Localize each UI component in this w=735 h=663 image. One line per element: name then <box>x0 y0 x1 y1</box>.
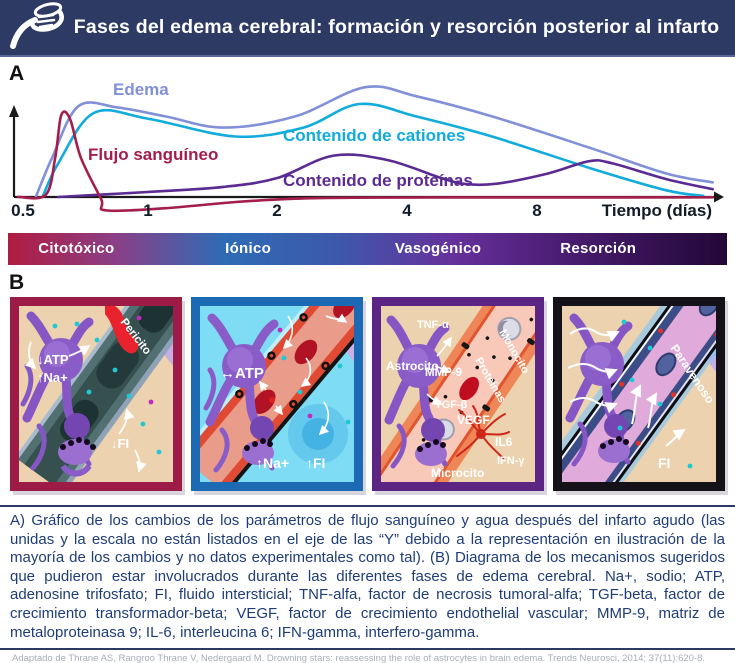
label-mmp9: MMP-9 <box>425 367 462 379</box>
curve-contenido-de-prote-nas <box>56 153 714 199</box>
ion-dots <box>617 319 693 469</box>
phase-gradient-bar: Citotóxico Iónico Vasogénico Resorción <box>8 233 727 265</box>
citotoxico-illustration: ↓ATP ↑Na+ ↓FI Pericito <box>19 306 173 482</box>
ionico-illustration: ↔ATP ↑Na+ ↑FI <box>200 306 354 482</box>
curve-flujo-sangu-neo <box>16 110 714 213</box>
swelling-glow-core <box>302 418 334 450</box>
astrocyte-soma-highlight <box>402 347 428 373</box>
x-axis-title: Tiempo (días) <box>602 201 712 220</box>
panel-a-letter: A <box>9 62 25 85</box>
x-tick-4: 4 <box>402 201 412 220</box>
atp-release-dot <box>269 397 275 403</box>
synapse <box>242 416 274 465</box>
label-atp: ↔ATP <box>220 365 264 382</box>
bpanel-ionico: ↔ATP ↑Na+ ↑FI <box>191 297 363 491</box>
phase-resorcion: Resorción <box>560 240 637 257</box>
ion-dots <box>52 321 162 455</box>
citation-text: Adaptado de Thrane AS, Rangroo Thrane V,… <box>12 653 706 663</box>
label-na: ↑Na+ <box>37 370 68 385</box>
ion-dots <box>281 355 351 425</box>
synapse <box>58 413 96 477</box>
x-tick-8: 8 <box>532 201 541 220</box>
astrocyte-soma-highlight <box>585 345 611 371</box>
label-ifn: IFN-γ <box>497 455 525 467</box>
footer: Adaptado de Thrane AS, Rangroo Thrane V,… <box>0 648 735 663</box>
series-label-edema: Edema <box>113 80 169 99</box>
blood-vessel <box>200 306 354 482</box>
edema-phase-chart: Edema Flujo sanguíneo Contenido de catio… <box>9 80 724 220</box>
panel-b-letter: B <box>9 271 25 294</box>
figure-caption: A) Gráfico de los cambios de los parámet… <box>0 505 735 646</box>
label-il6: IL6 <box>495 435 513 449</box>
drainage-arrows <box>567 327 686 447</box>
page-title: Fases del edema cerebral: formación y re… <box>73 16 720 38</box>
synapse <box>598 414 630 463</box>
series-label-cationes: Contenido de cationes <box>283 126 465 145</box>
curve-contenido-de-cationes <box>41 102 705 199</box>
chart-curves <box>16 85 714 213</box>
bpanel-resorcion: Paravenoso FI <box>553 297 725 491</box>
flux-arrows <box>24 341 147 473</box>
solute-dots <box>136 315 154 405</box>
x-tick-1: 1 <box>143 201 152 220</box>
phase-vasogenico: Vasogénico <box>394 240 482 257</box>
label-tgf: TGF-β <box>435 399 468 411</box>
curve-edema <box>34 85 714 199</box>
header-bar: Fases del edema cerebral: formación y re… <box>0 0 735 57</box>
astrocyte-soma-highlight <box>227 347 253 373</box>
panel-b-row: ↓ATP ↑Na+ ↓FI Pericito <box>0 297 735 491</box>
label-fi: ↑FI <box>306 455 325 471</box>
panel-a-chart: A Edema Flujo sanguíneo Contenido de cat… <box>0 57 735 227</box>
swan-logo-icon <box>8 0 72 56</box>
microglia-cell <box>456 405 510 459</box>
resorcion-illustration: Paravenoso FI <box>562 306 716 482</box>
series-label-flujo: Flujo sanguíneo <box>88 145 218 164</box>
label-vegf: VEGF <box>457 413 490 427</box>
caption-text: A) Gráfico de los cambios de los parámet… <box>10 512 725 641</box>
label-na: ↑Na+ <box>256 455 289 471</box>
astrocyte-soma-highlight <box>44 341 70 367</box>
panel-b-section: B <box>0 265 735 491</box>
x-tick-2: 2 <box>272 201 281 220</box>
vasogenico-illustration: TNF-α Astrocito MMP-9 TGF-β VEGF IL6 IFN… <box>381 306 535 482</box>
pericyte-cell <box>105 306 139 354</box>
phase-citotoxico: Citotóxico <box>38 240 115 257</box>
signal-arrows <box>426 336 452 405</box>
synapse <box>415 418 447 466</box>
label-astrocito: Astrocito <box>386 359 439 373</box>
y-axis-arrow-icon <box>9 105 19 117</box>
series-label-proteinas: Contenido de proteínas <box>283 171 473 190</box>
receptor-dots <box>619 328 716 446</box>
bpanel-vasogenico: TNF-α Astrocito MMP-9 TGF-β VEGF IL6 IFN… <box>372 297 544 491</box>
phase-ionico: Iónico <box>225 240 272 257</box>
label-microcito: Microcito <box>431 466 484 480</box>
ion-flux-arrows <box>259 313 348 436</box>
solute-dots <box>277 327 313 419</box>
x-tick-0-5: 0.5 <box>11 201 35 220</box>
label-atp: ↓ATP <box>37 352 69 367</box>
label-tnf: TNF-α <box>417 319 449 331</box>
bpanel-citotoxico: ↓ATP ↑Na+ ↓FI Pericito <box>10 297 182 491</box>
x-axis-arrow-icon <box>714 191 724 203</box>
label-fi: ↓FI <box>111 436 129 451</box>
label-fi: FI <box>658 455 670 471</box>
